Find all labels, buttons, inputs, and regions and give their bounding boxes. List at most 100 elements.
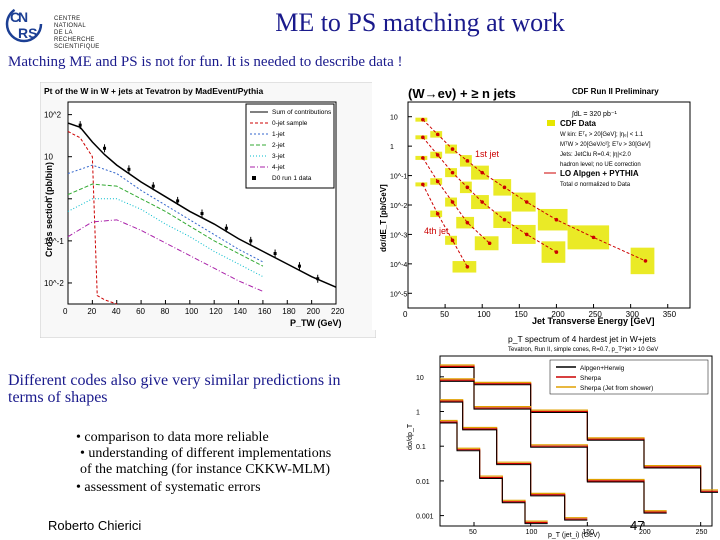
- plotC-xtick-label: 250: [696, 529, 708, 536]
- plotA-xtick-label: 80: [160, 307, 169, 316]
- plotB-theory-line: [422, 184, 468, 268]
- plotA-ytick-label: 10^-2: [44, 279, 64, 288]
- plotA-legend-marker: [252, 176, 256, 180]
- plotB-xlabel: Jet Transverse Energy [GeV]: [532, 316, 655, 326]
- plotA-ytick-label: 10^2: [44, 111, 62, 120]
- plotB-data-point: [524, 232, 529, 237]
- bullet-2-cont: of the matching (for instance CKKW-MLM): [80, 462, 330, 477]
- plotC-ylabel: dσ/dp_T: [407, 423, 414, 450]
- plotB-annotation-4th-jet: 4th jet: [424, 226, 449, 236]
- cnrs-logo: C N RS CENTRE NATIONAL DE LA RECHERCHE S…: [4, 4, 114, 50]
- plotB-syst-band: [630, 247, 655, 275]
- plotA-xtick-label: 40: [112, 307, 121, 316]
- plotB-data-point: [554, 217, 559, 222]
- plotB-xtick-label: 50: [440, 310, 449, 319]
- plotB-data-point: [487, 241, 492, 246]
- plotB-data-point: [465, 185, 470, 190]
- plotC-ytick-label: 10: [416, 375, 424, 382]
- plotB-data-point: [450, 170, 455, 175]
- plotC-histogram: [440, 380, 667, 514]
- plotB-ytick-label: 10^-1: [390, 174, 407, 181]
- slide-subtitle: Matching ME and PS is not for fun. It is…: [8, 54, 403, 70]
- plotB-data-point: [591, 235, 596, 240]
- plotC-ytick-label: 1: [416, 410, 420, 417]
- plotB-data-point: [435, 212, 440, 216]
- plotA-legend-label: Sum of contributions: [272, 109, 332, 116]
- plotB-data-point: [554, 250, 559, 254]
- plotA-legend-label: 3-jet: [272, 153, 285, 160]
- plotB-data-point: [435, 153, 440, 157]
- plotB-legend-label: CDF Data: [560, 119, 597, 128]
- plotB-syst-band: [456, 216, 475, 229]
- page-number: 47: [630, 518, 645, 533]
- plotB-legend-label: W kin: Eᵀₑ > 20[GeV]; |ηₑ| < 1.1: [560, 131, 644, 138]
- plotC-ytick-label: 0.1: [416, 444, 426, 451]
- plotB-ytick-label: 1: [390, 144, 394, 151]
- plotA-title: Pt of the W in W + jets at Tevatron by M…: [44, 86, 263, 96]
- plotC-legend-label: Sherpa: [580, 375, 601, 382]
- plotC-xtick-label: 100: [526, 529, 538, 536]
- plotA-legend-box: [245, 103, 335, 189]
- plotB-lumi: ∫dL = 320 pb⁻¹: [571, 111, 618, 118]
- plotB-data-point: [421, 182, 425, 187]
- plotB-data-point: [502, 185, 507, 190]
- plotA-xtick-label: 60: [136, 307, 145, 316]
- plotC-histogram: [440, 401, 588, 521]
- svg-text:RS: RS: [18, 25, 37, 41]
- plotA-xtick-label: 120: [209, 307, 223, 316]
- plotB-ytick-label: 10^-5: [390, 291, 407, 298]
- bullet-3: • assessment of systematic errors: [76, 480, 261, 495]
- plotA-xtick-label: 0: [63, 307, 68, 316]
- plotC-xlabel: p_T (jet_i) (GeV): [548, 532, 600, 539]
- plotB-title: (W→eν) + ≥ n jets: [408, 86, 516, 101]
- plotB-xtick-label: 150: [514, 310, 528, 319]
- plotB-data-point: [465, 265, 470, 269]
- plotB-xtick-label: 250: [589, 310, 603, 319]
- plotB-data-point: [435, 179, 440, 184]
- plotC-legend-label: Sherpa (Jet from shower): [580, 385, 653, 392]
- plotB-syst-band: [474, 236, 499, 251]
- plotB-data-point: [480, 170, 485, 175]
- plotA-xtick-label: 160: [258, 307, 272, 316]
- plotA-legend-label: 1-jet: [272, 131, 285, 138]
- cnrs-logo-icon: C N RS: [5, 5, 43, 43]
- plotB-syst-band: [493, 179, 512, 196]
- plotC-title: p_T spectrum of 4 hardest jet in W+jets: [508, 334, 656, 344]
- author-footer: Roberto Chierici: [48, 518, 142, 533]
- plotA-xtick-label: 140: [234, 307, 248, 316]
- plotA-xtick-label: 20: [87, 307, 96, 316]
- plotA-xtick-label: 180: [282, 307, 296, 316]
- logo-line1: CENTRE NATIONAL: [54, 16, 86, 29]
- plotA-xtick-label: 200: [307, 307, 321, 316]
- plotB-theory-line: [422, 119, 646, 262]
- bullet-1: • comparison to data more reliable: [76, 430, 269, 445]
- plotC-histogram: [440, 422, 548, 525]
- plotB-syst-band: [537, 208, 568, 231]
- cdf-jet-et-plot: (W→eν) + ≥ n jets CDF Run II Preliminary…: [372, 82, 696, 330]
- plotB-ytick-label: 10^-4: [390, 262, 407, 269]
- plotB-data-point: [524, 200, 529, 204]
- plotC-ytick-label: 0.001: [416, 514, 434, 521]
- jet-pt-spectrum-plot: p_T spectrum of 4 hardest jet in W+jets …: [398, 332, 718, 540]
- plotB-data-point: [450, 147, 455, 151]
- plotB-syst-band: [452, 261, 477, 273]
- plotA-ytick-label: 10: [44, 153, 53, 162]
- plotB-xtick-label: 300: [626, 310, 640, 319]
- plotB-syst-band: [511, 224, 536, 244]
- plotA-xtick-label: 220: [331, 307, 345, 316]
- plotC-xtick-label: 200: [639, 529, 651, 536]
- bullet-2: • understanding of different implementat…: [80, 446, 332, 461]
- plotB-syst-band: [471, 195, 489, 210]
- w-pt-plot: Pt of the W in W + jets at Tevatron by M…: [40, 82, 376, 338]
- plotA-xlabel: P_TW (GeV): [290, 318, 342, 328]
- plotA-legend-label: D0 run 1 data: [272, 175, 312, 182]
- plotB-annotation-1st-jet: 1st jet: [475, 149, 500, 159]
- plotB-subtitle: CDF Run II Preliminary: [572, 87, 659, 96]
- plotB-ylabel: dσ/dE_T [pb/GeV]: [379, 184, 388, 252]
- plotB-syst-band: [493, 211, 512, 228]
- plotA-series-2: [67, 164, 264, 263]
- logo-mark-text: C: [10, 9, 20, 25]
- plotB-data-point: [502, 217, 507, 222]
- plotB-legend-label: MᵀW > 20[GeV/c²]; Eᵀν > 30[GeV]: [560, 141, 651, 148]
- plotB-xtick-label: 350: [663, 310, 677, 319]
